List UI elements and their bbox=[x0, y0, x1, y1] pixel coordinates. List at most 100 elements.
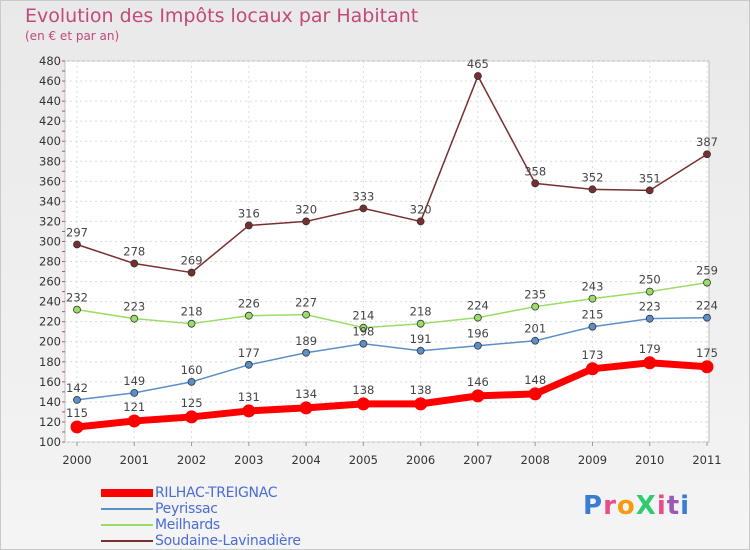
data-point bbox=[130, 388, 139, 397]
data-point bbox=[187, 319, 196, 328]
data-label: 201 bbox=[524, 322, 546, 336]
x-tick-label: 2011 bbox=[692, 453, 721, 467]
data-label: 148 bbox=[524, 373, 546, 387]
data-point bbox=[416, 217, 425, 226]
y-tick-label: 260 bbox=[39, 275, 61, 289]
data-label: 320 bbox=[295, 202, 317, 216]
data-point bbox=[70, 420, 84, 434]
data-label: 226 bbox=[238, 297, 260, 311]
y-tick-label: 460 bbox=[39, 74, 61, 88]
x-tick-label: 2008 bbox=[521, 453, 550, 467]
data-label: 316 bbox=[238, 206, 260, 220]
data-point bbox=[130, 314, 139, 323]
x-tick-label: 2002 bbox=[177, 453, 206, 467]
data-label: 179 bbox=[639, 342, 661, 356]
y-tick-label: 280 bbox=[39, 255, 61, 269]
x-tick-label: 2003 bbox=[234, 453, 263, 467]
data-label: 134 bbox=[295, 387, 317, 401]
logo-letter: P bbox=[583, 491, 604, 521]
data-label: 259 bbox=[696, 264, 718, 278]
data-point bbox=[645, 186, 654, 195]
data-point bbox=[302, 310, 310, 319]
data-point bbox=[645, 287, 654, 296]
data-point bbox=[359, 204, 368, 213]
y-tick-label: 120 bbox=[39, 415, 61, 429]
data-point bbox=[703, 313, 711, 322]
data-label: 333 bbox=[352, 189, 374, 203]
data-point bbox=[474, 341, 482, 350]
data-label: 223 bbox=[123, 300, 145, 314]
series-line bbox=[76, 359, 708, 431]
data-point bbox=[700, 360, 714, 374]
data-label: 243 bbox=[581, 280, 603, 294]
data-label: 320 bbox=[410, 202, 432, 216]
data-label: 227 bbox=[295, 296, 317, 310]
x-tick-label: 2007 bbox=[463, 453, 492, 467]
logo-letter: i bbox=[656, 491, 667, 521]
data-label: 146 bbox=[467, 375, 489, 389]
series-line bbox=[76, 75, 708, 274]
legend-swatch bbox=[101, 489, 153, 497]
logo-letter: i bbox=[680, 491, 691, 521]
data-label: 232 bbox=[66, 291, 88, 305]
x-tick-label: 2005 bbox=[349, 453, 378, 467]
data-point bbox=[588, 322, 597, 331]
series-line bbox=[76, 316, 708, 401]
logo-letter: o bbox=[616, 491, 636, 521]
data-label: 177 bbox=[238, 346, 260, 360]
data-point bbox=[187, 377, 196, 386]
legend-item: Peyrissac bbox=[101, 501, 218, 517]
data-point bbox=[242, 404, 256, 418]
data-label: 250 bbox=[639, 273, 661, 287]
data-label: 224 bbox=[467, 299, 489, 313]
y-tick-label: 160 bbox=[39, 375, 61, 389]
y-tick-label: 220 bbox=[39, 315, 61, 329]
logo-letter: X bbox=[635, 491, 657, 521]
y-tick-label: 400 bbox=[39, 134, 61, 148]
data-point bbox=[531, 302, 540, 311]
data-point bbox=[185, 410, 199, 424]
data-point bbox=[414, 397, 428, 411]
data-point bbox=[531, 336, 540, 345]
y-tick-label: 420 bbox=[39, 114, 61, 128]
data-point bbox=[588, 294, 597, 303]
data-point bbox=[471, 389, 485, 403]
logo-letter: t bbox=[666, 491, 681, 521]
data-point bbox=[416, 319, 425, 328]
data-point bbox=[528, 387, 542, 401]
legend-swatch bbox=[101, 508, 153, 510]
y-tick-label: 340 bbox=[39, 194, 61, 208]
data-point bbox=[416, 346, 425, 355]
data-point bbox=[643, 356, 657, 370]
legend-label: RILHAC-TREIGNAC bbox=[155, 485, 278, 501]
legend-swatch bbox=[101, 540, 153, 542]
y-tick-label: 240 bbox=[39, 295, 61, 309]
data-label: 218 bbox=[410, 305, 432, 319]
data-label: 223 bbox=[639, 300, 661, 314]
data-label: 125 bbox=[181, 396, 203, 410]
data-point bbox=[299, 401, 313, 415]
data-label: 235 bbox=[524, 288, 546, 302]
data-label: 175 bbox=[696, 346, 718, 360]
data-point bbox=[531, 179, 540, 188]
legend-item: RILHAC-TREIGNAC bbox=[101, 485, 278, 501]
legend-label: Peyrissac bbox=[155, 501, 218, 517]
data-point bbox=[302, 348, 310, 357]
data-label: 173 bbox=[581, 348, 603, 362]
x-tick-label: 2001 bbox=[120, 453, 149, 467]
legend-label: Meilhards bbox=[155, 517, 220, 533]
data-point bbox=[645, 314, 654, 323]
legend-label: Soudaine-Lavinadière bbox=[155, 533, 301, 549]
logo-letter: r bbox=[603, 491, 617, 521]
data-label: 465 bbox=[467, 57, 489, 71]
data-point bbox=[703, 150, 711, 159]
chart-title: Evolution des Impôts locaux par Habitant bbox=[25, 5, 419, 27]
data-point bbox=[244, 311, 253, 320]
data-point bbox=[127, 414, 141, 428]
data-label: 198 bbox=[352, 325, 374, 339]
data-point bbox=[73, 305, 81, 314]
legend-item: Soudaine-Lavinadière bbox=[101, 533, 301, 549]
data-point bbox=[244, 221, 253, 230]
plot-area bbox=[64, 60, 710, 443]
